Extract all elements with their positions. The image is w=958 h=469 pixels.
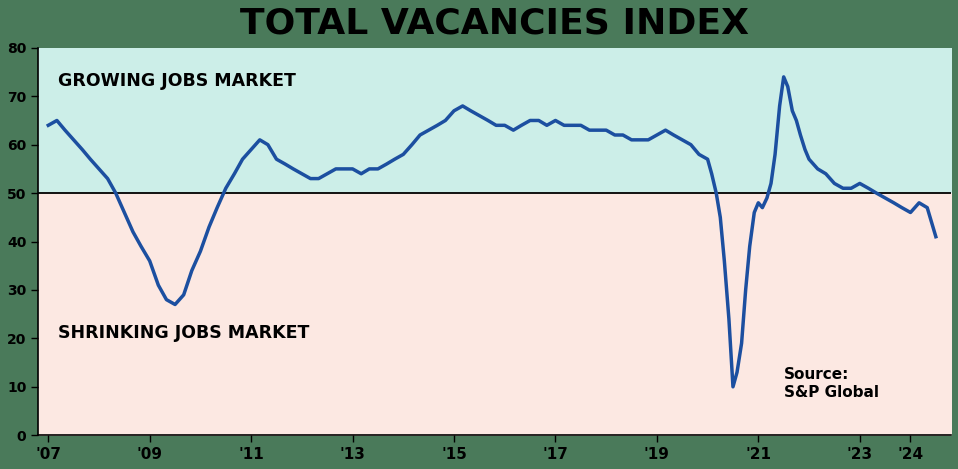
Text: Source:
S&P Global: Source: S&P Global [784,367,878,400]
Text: SHRINKING JOBS MARKET: SHRINKING JOBS MARKET [58,324,309,342]
Text: GROWING JOBS MARKET: GROWING JOBS MARKET [58,72,296,90]
Title: TOTAL VACANCIES INDEX: TOTAL VACANCIES INDEX [240,7,749,41]
